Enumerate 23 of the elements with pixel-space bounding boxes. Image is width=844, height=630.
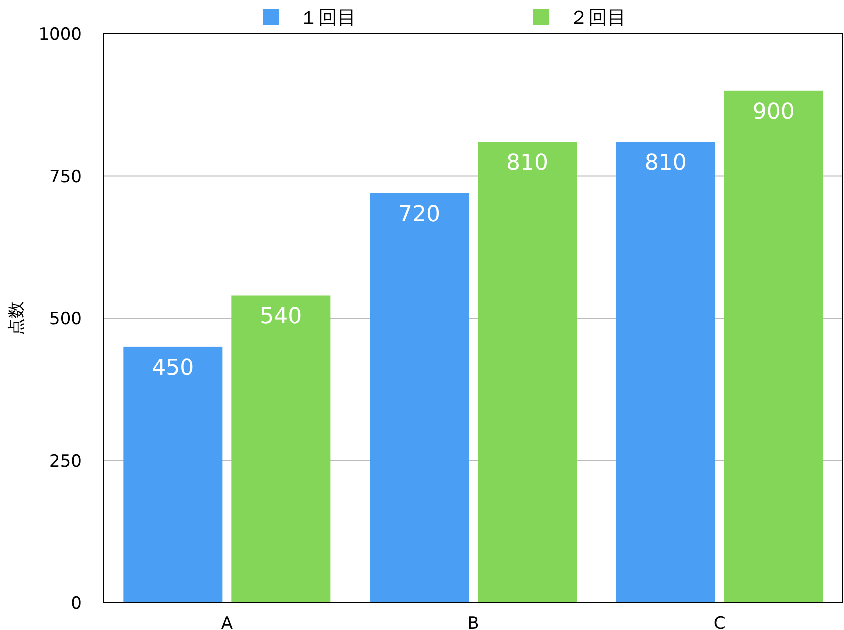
data-label: 810 <box>644 151 687 176</box>
x-tick-label: B <box>468 614 480 630</box>
bar <box>724 90 824 603</box>
y-tick-label: 0 <box>71 594 82 614</box>
y-tick-label: 750 <box>50 167 82 188</box>
x-tick-label: C <box>714 614 726 630</box>
data-label: 810 <box>506 151 548 176</box>
y-axis-title: 点数 <box>7 302 27 336</box>
bar <box>478 142 577 603</box>
data-label: 450 <box>152 356 194 381</box>
y-tick-label: 500 <box>50 310 82 330</box>
bar <box>124 346 223 603</box>
legend-label: ２回目 <box>570 7 626 29</box>
bar <box>616 142 716 603</box>
data-label: 540 <box>260 304 302 330</box>
x-tick-label: A <box>221 614 234 630</box>
bar <box>370 193 469 603</box>
data-label: 900 <box>752 100 795 125</box>
data-label: 720 <box>398 202 440 228</box>
y-tick-label: 1000 <box>38 25 82 45</box>
legend-label: １回目 <box>300 7 356 29</box>
bar <box>232 296 331 603</box>
y-tick-label: 250 <box>50 452 82 472</box>
